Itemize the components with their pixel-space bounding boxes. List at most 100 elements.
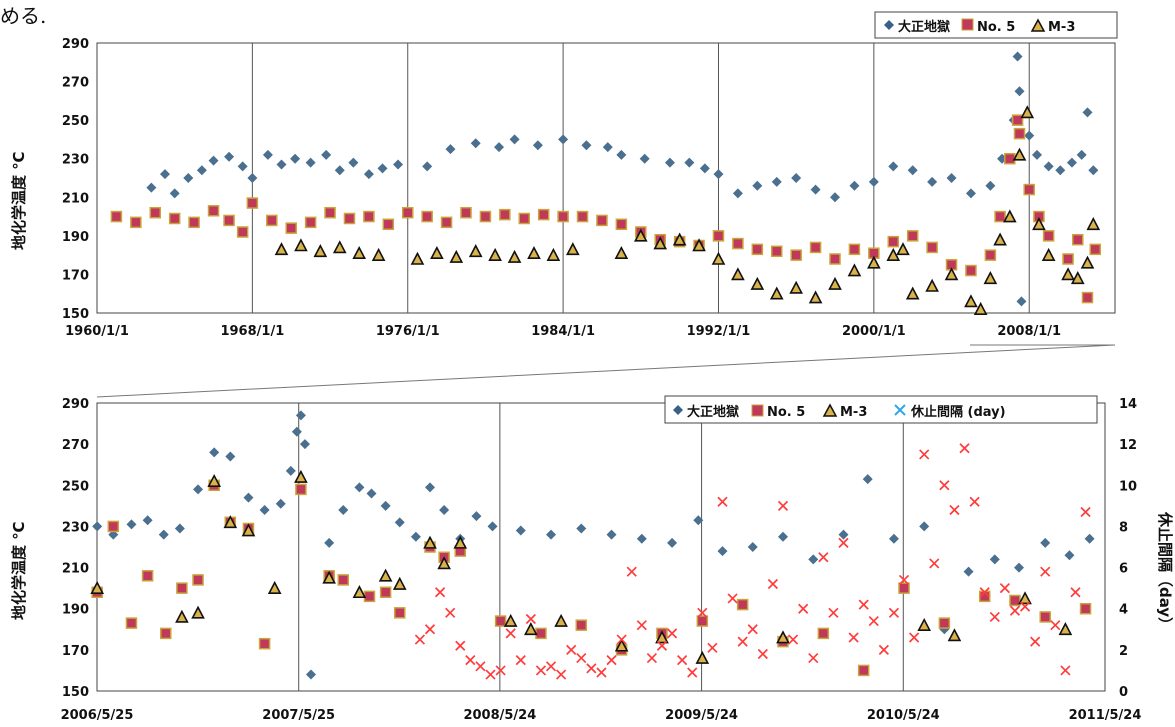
data-point (965, 188, 976, 199)
data-point (887, 235, 900, 248)
data-point (919, 449, 930, 460)
data-point (727, 593, 738, 604)
data-point (460, 206, 472, 219)
data-point (243, 492, 254, 503)
data-point (537, 208, 550, 221)
data-point (487, 521, 498, 532)
data-point (354, 482, 365, 493)
data-point (747, 624, 758, 635)
data-point (898, 574, 910, 586)
data-point (158, 529, 169, 540)
data-point (798, 603, 809, 614)
data-point (352, 585, 367, 599)
data-point (731, 267, 745, 281)
data-point (985, 180, 996, 191)
data-point (817, 627, 830, 640)
x-tick-label: 1976/1/1 (376, 324, 440, 339)
data-point (939, 480, 950, 491)
data-point (449, 249, 464, 263)
data-point (322, 570, 336, 584)
data-point (1050, 620, 1061, 631)
data-point (581, 140, 592, 151)
data-point (711, 251, 726, 265)
data-point (515, 525, 526, 536)
legend-series-2: M-3 (840, 405, 867, 420)
data-point (518, 212, 531, 225)
data-point (1066, 157, 1077, 168)
data-point (1061, 267, 1075, 281)
y-tick-label: 170 (62, 644, 89, 659)
data-point (295, 483, 307, 496)
data-point (636, 533, 647, 544)
data-point (377, 163, 388, 174)
data-point (294, 469, 308, 483)
data-point (828, 276, 842, 290)
data-point (445, 144, 456, 155)
data-point (633, 228, 648, 242)
data-point (789, 280, 803, 294)
data-point (532, 140, 543, 151)
data-point (439, 504, 450, 515)
data-point (503, 613, 518, 627)
data-point (535, 665, 547, 676)
data-point (1080, 255, 1095, 269)
data-point (1062, 253, 1074, 265)
data-point (495, 665, 506, 676)
data-point (849, 180, 860, 191)
data-point (697, 607, 708, 618)
y-tick-label: 210 (62, 562, 89, 577)
data-point (776, 630, 790, 644)
data-point (1084, 533, 1095, 544)
data-point (262, 149, 273, 160)
data-point (927, 176, 938, 187)
data-point (906, 230, 919, 242)
data-point (712, 230, 725, 242)
data-point (324, 537, 335, 548)
data-point (1042, 230, 1055, 242)
y-tick-label: 150 (62, 307, 89, 322)
data-point (602, 142, 613, 153)
data-point (285, 222, 297, 234)
data-point (867, 255, 881, 269)
data-point (1014, 86, 1025, 97)
data-point (983, 271, 998, 285)
data-point (554, 613, 568, 627)
y-tick-label: 210 (62, 191, 89, 206)
data-point (1072, 233, 1084, 246)
data-point (1020, 105, 1035, 119)
data-point (149, 206, 162, 219)
data-point (973, 301, 988, 315)
y2-tick-label: 10 (1119, 479, 1137, 494)
data-point (363, 590, 376, 603)
data-point (557, 210, 569, 223)
data-point (1009, 605, 1021, 616)
data-point (828, 607, 839, 618)
data-point (410, 531, 421, 542)
x-tick-label: 2011/5/24 (1069, 708, 1142, 723)
legend-top: 大正地獄 No. 5 M-3 (874, 11, 1118, 39)
data-point (565, 242, 580, 256)
data-point (1012, 147, 1027, 161)
data-point (525, 613, 536, 625)
data-point (905, 286, 920, 300)
legend-bottom: 大正地獄 No. 5 M-3 休止間隔 (day) (664, 395, 1098, 424)
legend-triangle-icon (1030, 18, 1046, 32)
data-point (810, 184, 821, 195)
data-point (947, 628, 962, 642)
x-tick-label: 1984/1/1 (531, 324, 595, 339)
data-point (868, 615, 879, 627)
data-point (790, 249, 802, 261)
data-point (193, 484, 204, 495)
data-point (305, 669, 316, 680)
data-point (616, 149, 627, 160)
x-tick-label: 2010/5/24 (867, 708, 940, 723)
data-point (1012, 51, 1023, 62)
data-point (471, 511, 482, 522)
y-tick-label: 230 (62, 520, 89, 535)
data-point (1043, 161, 1054, 172)
y2-tick-label: 4 (1119, 603, 1128, 618)
data-point (176, 582, 188, 594)
legend-square-icon (751, 404, 764, 417)
data-point (1039, 611, 1051, 623)
data-point (535, 627, 547, 640)
